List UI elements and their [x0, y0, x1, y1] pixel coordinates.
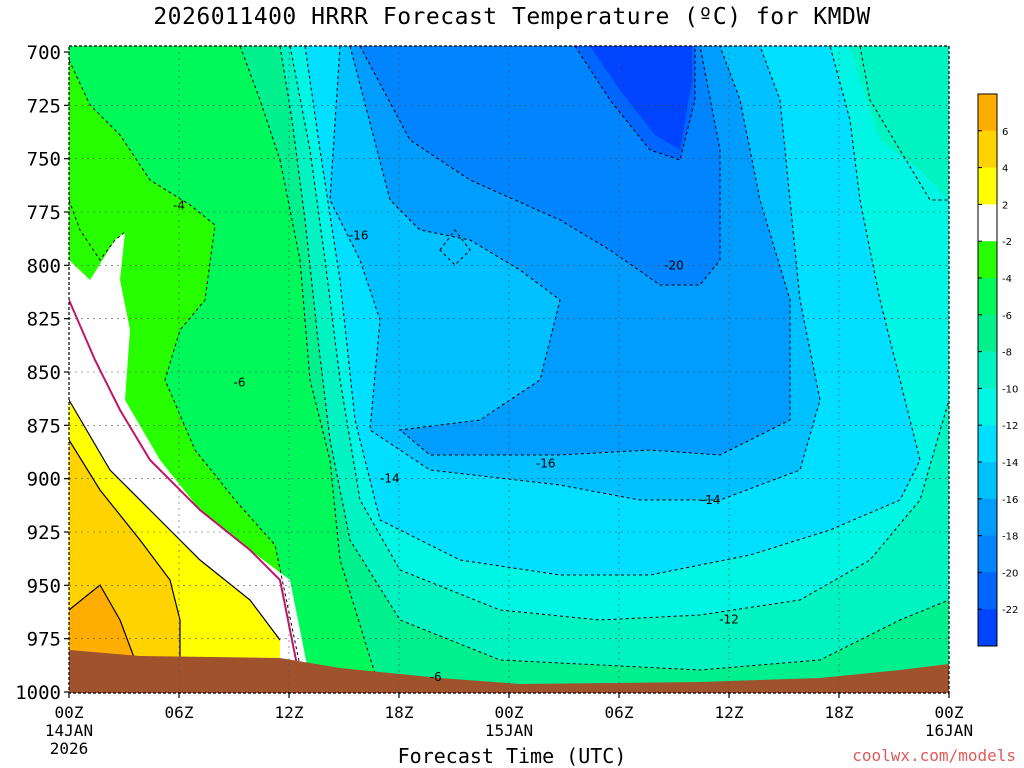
- x-tick-label: 06Z: [605, 703, 634, 722]
- colorbar-swatch: [978, 278, 997, 316]
- contour-label: -20: [664, 258, 684, 272]
- colorbar-swatch: [978, 498, 997, 537]
- colorbar-label: 6: [1002, 127, 1008, 138]
- colorbar-swatch: [978, 314, 997, 353]
- grid: [69, 46, 949, 692]
- x-tick-label: 00Z: [55, 703, 84, 722]
- x-tick-label: 18Z: [385, 703, 414, 722]
- colorbar-label: 2: [1002, 200, 1008, 211]
- colorbar-swatch: [978, 609, 997, 647]
- y-tick-label: 975: [27, 629, 61, 651]
- field-layer-orange: [69, 585, 135, 660]
- colorbar-swatch: [978, 572, 997, 610]
- y-axis: 700 725 750 775 800 825 850 875 900 925 950 975 1000: [15, 42, 69, 704]
- colorbar-swatch: [978, 204, 997, 242]
- y-tick-label: 875: [27, 415, 61, 437]
- colorbar-swatch: [978, 462, 997, 500]
- y-tick-label: 725: [27, 95, 61, 117]
- colorbar-label: -6: [1002, 311, 1012, 322]
- contour-label: -4: [173, 199, 185, 213]
- colorbar: 6 4 2 -2 -4 -6 -8 -10 -12 -14 -16 -18 -20 -22: [977, 93, 1018, 647]
- y-tick-label: 850: [27, 362, 61, 384]
- y-tick-label: 700: [27, 42, 61, 64]
- x-tick-label: 00Z: [935, 703, 964, 722]
- x-tick-label: 12Z: [275, 703, 304, 722]
- x-axis-title: Forecast Time (UTC): [397, 744, 627, 768]
- colorbar-swatch: [978, 351, 997, 389]
- colorbar-label: -12: [1002, 421, 1018, 432]
- contour-label: -6: [234, 376, 246, 390]
- colorbar-label: -2: [1002, 237, 1012, 248]
- x-tick-date: 14JAN: [45, 721, 93, 740]
- contour-label: -16: [349, 228, 369, 242]
- contour-label: -16: [536, 457, 556, 471]
- chart-title: 2026011400 HRRR Forecast Temperature (ºC…: [153, 4, 871, 30]
- site-credit[interactable]: coolwx.com/models: [852, 746, 1016, 765]
- colorbar-label: -8: [1002, 348, 1012, 359]
- y-tick-label: 925: [27, 522, 61, 544]
- x-tick-date: 15JAN: [485, 721, 533, 740]
- colorbar-swatch: [978, 130, 997, 169]
- warm-contours: [69, 399, 281, 661]
- colorbar-label: -22: [1002, 605, 1018, 616]
- freezing-line: [69, 299, 301, 681]
- colorbar-label: -14: [1002, 458, 1018, 469]
- colorbar-label: -10: [1002, 384, 1018, 395]
- contour-label: -12: [719, 612, 739, 626]
- colorbar-label: -16: [1002, 495, 1018, 506]
- field-layer-indigo: [590, 46, 692, 150]
- colorbar-label: 4: [1002, 164, 1008, 175]
- colorbar-swatch: [978, 425, 997, 463]
- contour-label: -14: [701, 493, 721, 507]
- x-tick-date: 16JAN: [925, 721, 973, 740]
- colorbar-swatch: [978, 241, 997, 279]
- colorbar-swatch: [978, 167, 997, 205]
- colorbar-frame: [977, 93, 998, 647]
- y-tick-label: 950: [27, 575, 61, 597]
- x-tick-year: 2026: [50, 739, 89, 758]
- colorbar-label: -4: [1002, 274, 1012, 285]
- y-tick-label: 825: [27, 309, 61, 331]
- colorbar-label: -20: [1002, 568, 1018, 579]
- x-tick-label: 06Z: [165, 703, 194, 722]
- contour-lines: [69, 46, 949, 691]
- contour-label: -6: [430, 670, 442, 684]
- x-tick-label: 12Z: [715, 703, 744, 722]
- x-tick-label: 00Z: [495, 703, 524, 722]
- colorbar-swatch: [978, 388, 997, 426]
- y-tick-label: 750: [27, 149, 61, 171]
- y-tick-label: 1000: [15, 682, 61, 704]
- contour-label: -14: [380, 472, 400, 486]
- contour-label-group: -4 -6 -16 -20 -14 -16 -14 -12 -6: [173, 199, 739, 684]
- colorbar-swatch: [978, 535, 997, 573]
- y-tick-label: 900: [27, 469, 61, 491]
- temperature-field: [69, 46, 949, 693]
- colorbar-label: -18: [1002, 532, 1018, 543]
- colorbar-swatch: [978, 94, 997, 132]
- x-tick-label: 18Z: [825, 703, 854, 722]
- y-tick-label: 800: [27, 255, 61, 277]
- y-tick-label: 775: [27, 202, 61, 224]
